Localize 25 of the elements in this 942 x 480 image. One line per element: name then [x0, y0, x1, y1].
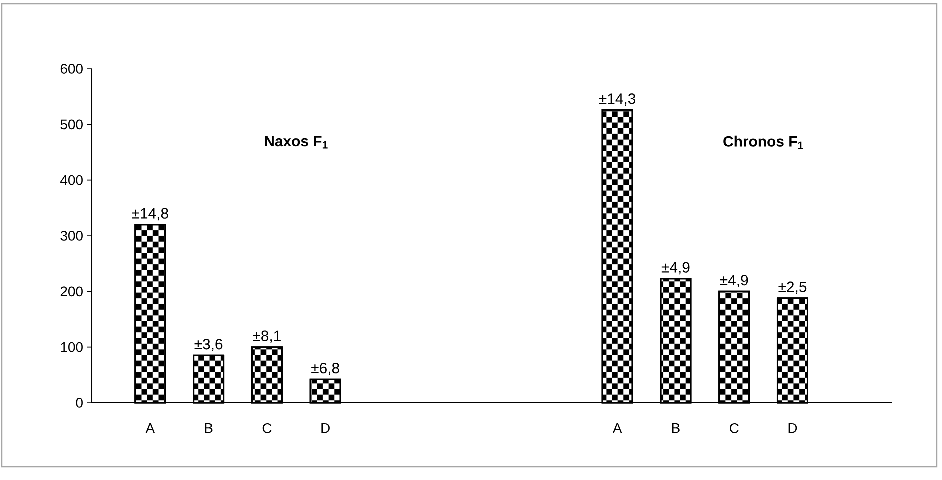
- x-tick-label: D: [322, 424, 330, 434]
- annotation: ±6,8: [312, 363, 340, 376]
- annotation: ±4,9: [720, 275, 748, 288]
- annotation: ±4,9: [662, 262, 690, 275]
- text: Chronos F$_{1}$: [724, 136, 804, 150]
- x-tick-label: B: [672, 424, 680, 434]
- annotation: ±2,5: [778, 282, 807, 294]
- y-tick-label: 300: [60, 231, 83, 241]
- x-tick-label: C: [262, 423, 272, 434]
- x-tick-label: A: [612, 424, 622, 434]
- y-tick-label: 400: [60, 175, 83, 186]
- y-tick-label: 100: [61, 342, 83, 352]
- annotation: ±8,1: [253, 330, 281, 344]
- annotation: ±3,6: [194, 339, 223, 352]
- text: Naxos F$_{1}$: [265, 136, 328, 149]
- x-tick-label: C: [730, 423, 739, 434]
- y-tick-label: 500: [60, 120, 83, 130]
- annotation: ±14,8: [132, 208, 168, 221]
- y-tick-label: 200: [60, 286, 83, 297]
- x-tick-label: D: [788, 424, 798, 434]
- x-tick-label: B: [205, 424, 213, 434]
- x-tick-label: A: [146, 424, 156, 434]
- y-tick-label: 600: [60, 64, 83, 74]
- y-tick-label: 0: [76, 398, 83, 408]
- annotation: ±14,3: [599, 94, 636, 106]
